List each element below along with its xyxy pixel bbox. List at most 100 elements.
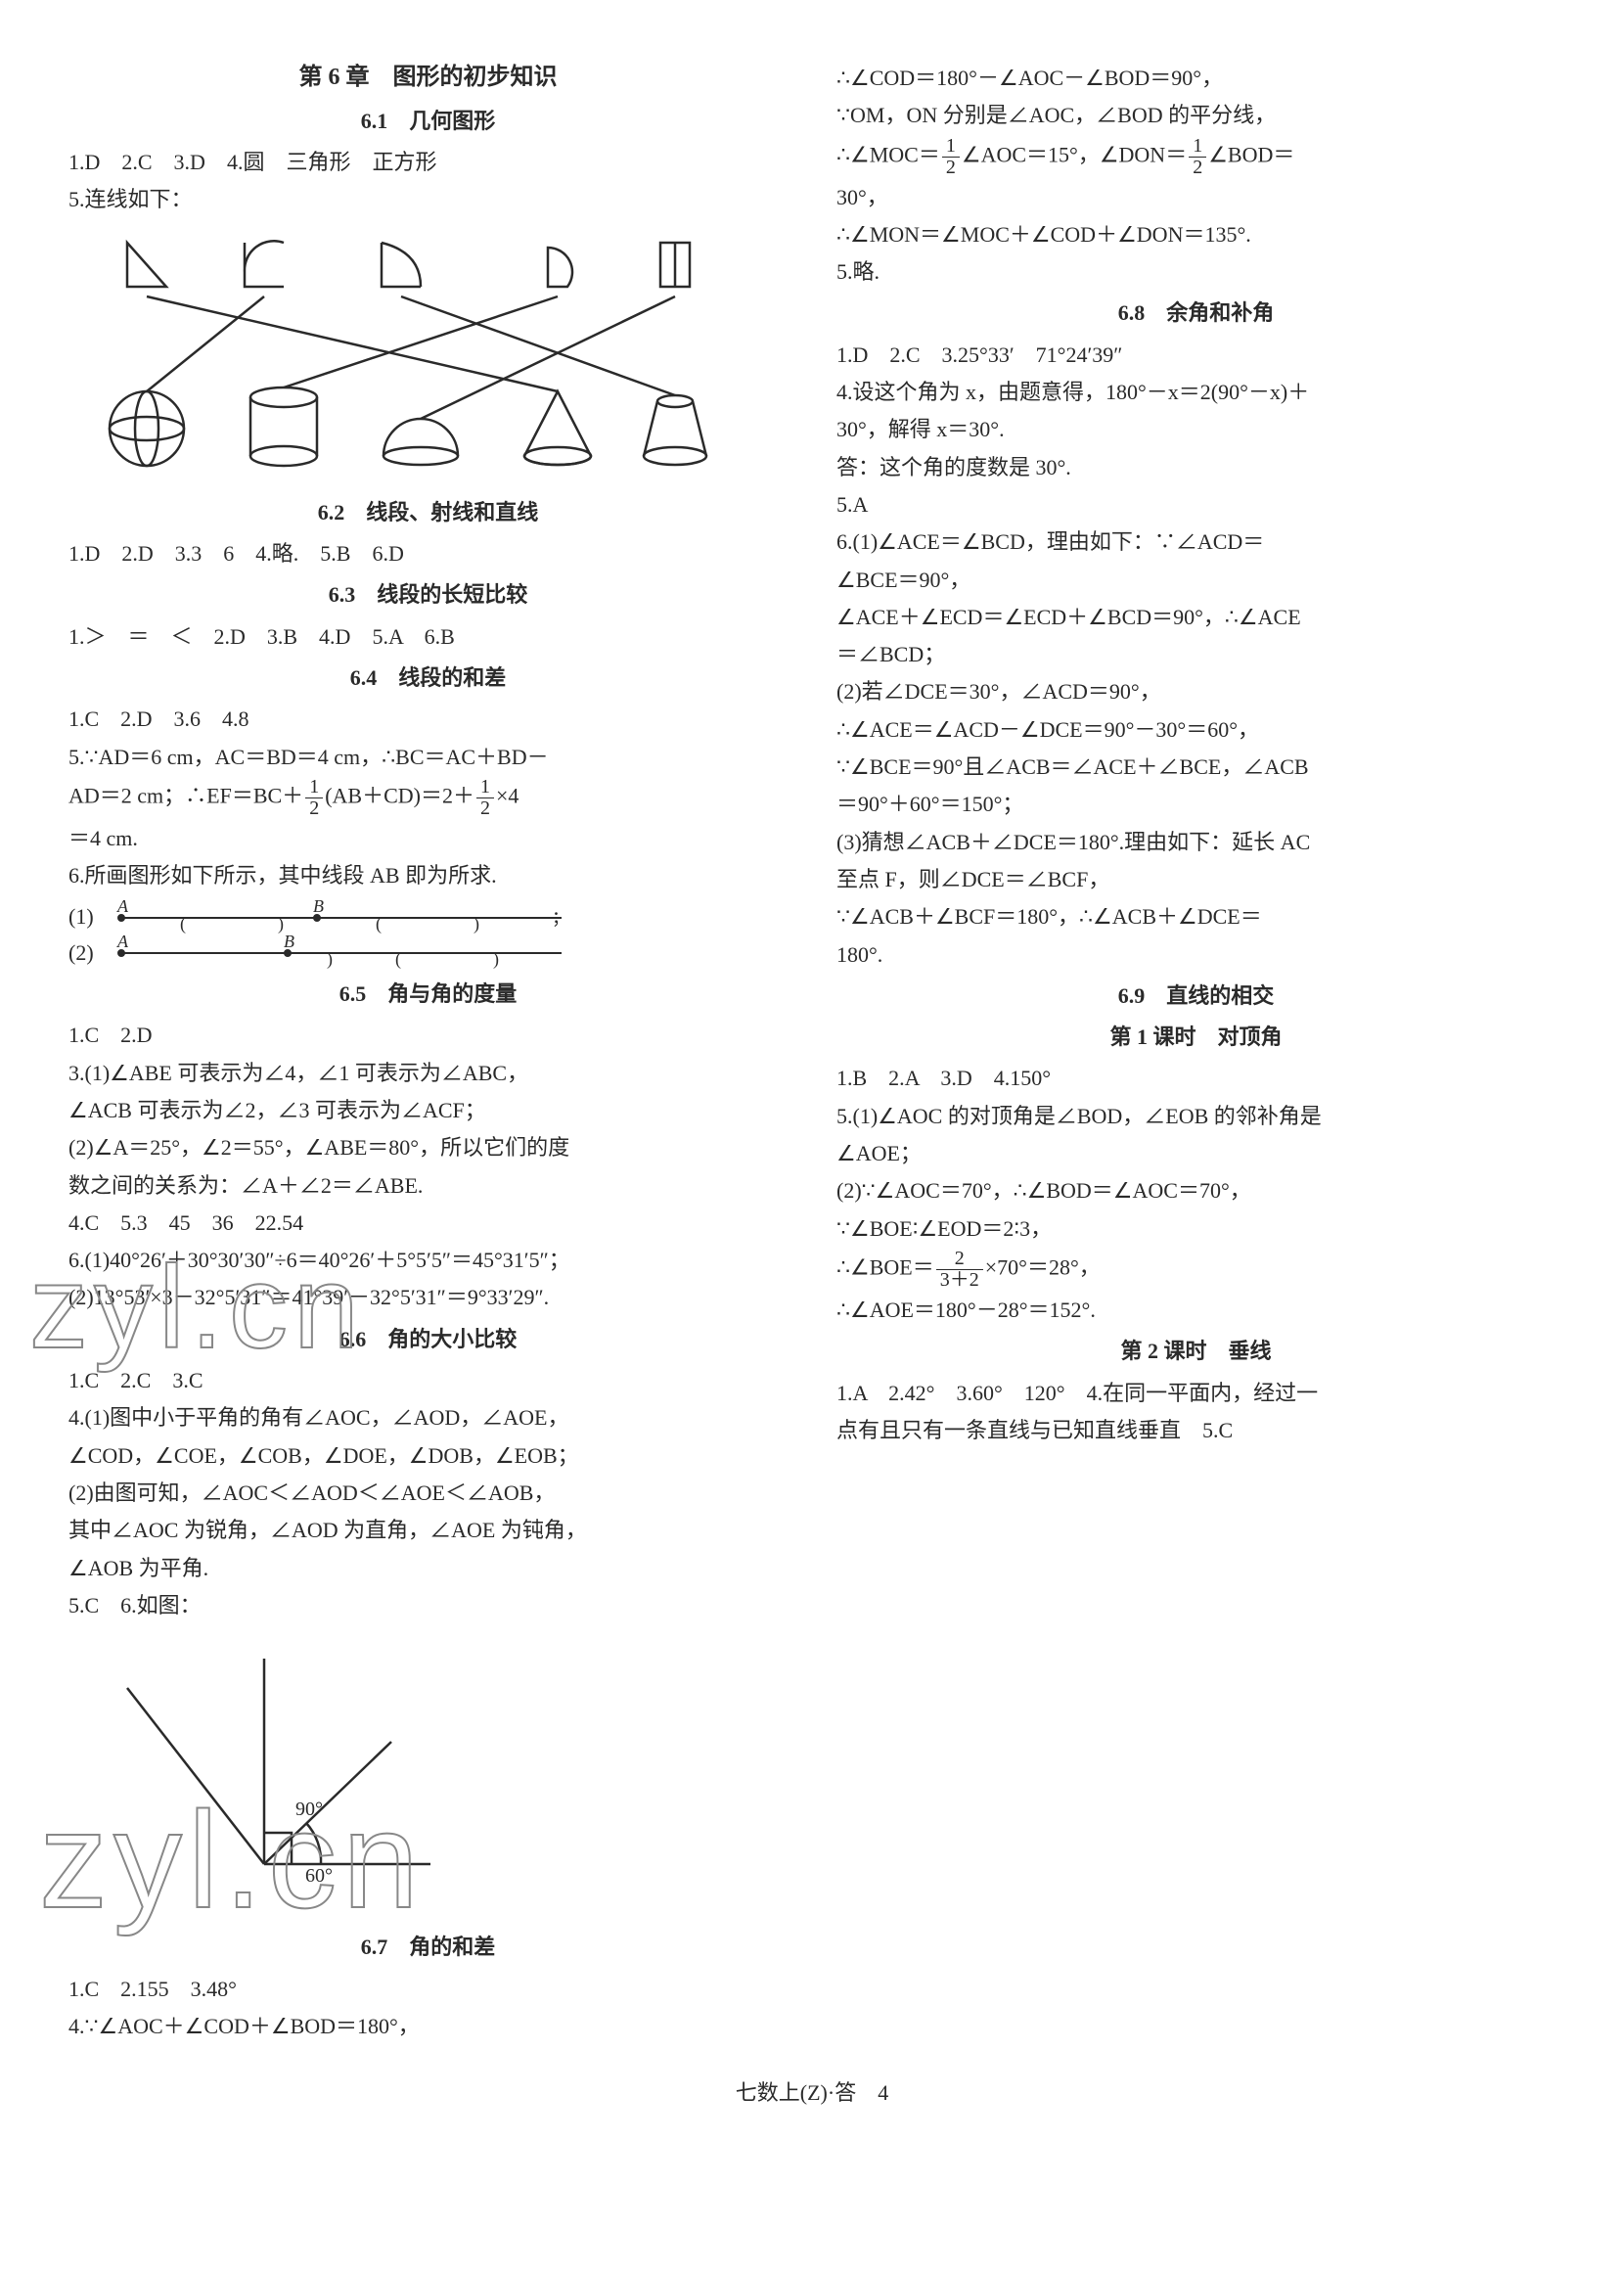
s69-l5: ∵∠BOE∶∠EOD＝2∶3， xyxy=(836,1211,1556,1247)
section-6-9-sub2: 第 2 课时 垂线 xyxy=(836,1334,1556,1369)
right-column: ∴∠COD＝180°－∠AOC－∠BOD＝90°， ∵OM，ON 分别是∠AOC… xyxy=(836,59,1556,2046)
s69-l1: 1.B 2.A 3.D 4.150° xyxy=(836,1061,1556,1096)
section-6-5-title: 6.5 角与角的度量 xyxy=(68,977,788,1012)
s65-l3: ∠ACB 可表示为∠2，∠3 可表示为∠ACF； xyxy=(68,1093,788,1128)
svg-text:B: B xyxy=(284,935,294,951)
s65-l2: 3.(1)∠ABE 可表示为∠4，∠1 可表示为∠ABC， xyxy=(68,1056,788,1091)
angle-figure: 90° 60° zyl.cn xyxy=(68,1629,788,1924)
r-l3: ∴∠MOC＝12∠AOC＝15°，∠DON＝12∠BOD＝ xyxy=(836,136,1556,178)
seg2-svg: A B ) ( ) xyxy=(102,935,610,971)
s65-l6: 4.C 5.3 45 36 22.54 xyxy=(68,1206,788,1241)
r-l1: ∴∠COD＝180°－∠AOC－∠BOD＝90°， xyxy=(836,61,1556,96)
frac-1-2-a: 12 xyxy=(305,777,323,819)
s67-l2: 4.∵∠AOC＋∠COD＋∠BOD＝180°， xyxy=(68,2009,788,2044)
s68-l15: 至点 F，则∠DCE＝∠BCF， xyxy=(836,862,1556,897)
svg-text:): ) xyxy=(327,949,333,970)
s69-l4: (2)∵∠AOC＝70°，∴∠BOD＝∠AOC＝70°， xyxy=(836,1173,1556,1208)
s64-l2b-mid: (AB＋CD)＝2＋ xyxy=(325,783,474,807)
s69-l2: 5.(1)∠AOC 的对顶角是∠BOD，∠EOB 的邻补角是 xyxy=(836,1099,1556,1134)
fig2-label: (2) xyxy=(68,935,94,971)
svg-text:): ) xyxy=(474,914,479,934)
s64-line1: 1.C 2.D 3.6 4.8 xyxy=(68,702,788,737)
s69-l6: ∴∠BOE＝23＋2×70°＝28°， xyxy=(836,1249,1556,1291)
s68-l11: ∴∠ACE＝∠ACD－∠DCE＝90°－30°＝60°， xyxy=(836,712,1556,748)
s68-l12: ∵∠BCE＝90°且∠ACB＝∠ACE＋∠BCE，∠ACB xyxy=(836,750,1556,785)
section-6-7-title: 6.7 角的和差 xyxy=(68,1930,788,1965)
svg-text:A: A xyxy=(116,935,129,951)
s68-l4: 答：这个角的度数是 30°. xyxy=(836,450,1556,485)
svg-text:(: ( xyxy=(376,914,382,934)
s62-line1: 1.D 2.D 3.3 6 4.略. 5.B 6.D xyxy=(68,536,788,571)
section-6-6-title: 6.6 角的大小比较 xyxy=(68,1322,788,1357)
s69-l8: 1.A 2.42° 3.60° 120° 4.在同一平面内，经过一 xyxy=(836,1376,1556,1411)
s68-l14: (3)猜想∠ACB＋∠DCE＝180°.理由如下：延长 AC xyxy=(836,825,1556,860)
s64-line2a: 5.∵AD＝6 cm，AC＝BD＝4 cm，∴BC＝AC＋BD－ xyxy=(68,740,788,775)
s65-l8: (2)13°53′×3－32°5′31″＝41°39′－32°5′31″＝9°3… xyxy=(68,1280,788,1315)
s64-l2b-post: ×4 xyxy=(496,783,519,807)
svg-text:(: ( xyxy=(395,949,401,970)
s67-l1: 1.C 2.155 3.48° xyxy=(68,1972,788,2007)
section-6-9-title: 6.9 直线的相交 xyxy=(836,979,1556,1014)
s66-l6: ∠AOB 为平角. xyxy=(68,1551,788,1586)
s69-l9: 点有且只有一条直线与已知直线垂直 5.C xyxy=(836,1413,1556,1448)
s61-line1: 1.D 2.C 3.D 4.圆 三角形 正方形 xyxy=(68,145,788,180)
section-6-9-sub1: 第 1 课时 对顶角 xyxy=(836,1020,1556,1055)
s68-l13: ＝90°＋60°＝150°； xyxy=(836,787,1556,822)
r-l5: ∴∠MON＝∠MOC＋∠COD＋∠DON＝135°. xyxy=(836,217,1556,252)
lbl-60: 60° xyxy=(305,1865,333,1887)
s61-line2: 5.连线如下： xyxy=(68,182,788,217)
frac-1-2-d: 12 xyxy=(1189,136,1206,178)
r-l3a: ∴∠MOC＝ xyxy=(836,142,940,166)
s66-l5: 其中∠AOC 为锐角，∠AOD 为直角，∠AOE 为钝角， xyxy=(68,1513,788,1548)
segment-figures: (1) A B ( ) ( ) ； (2) xyxy=(68,899,788,971)
s68-l6: 6.(1)∠ACE＝∠BCD，理由如下：∵∠ACD＝ xyxy=(836,524,1556,560)
s69-l6a: ∴∠BOE＝ xyxy=(836,1254,934,1279)
s68-l2: 4.设这个角为 x，由题意得，180°－x＝2(90°－x)＋ xyxy=(836,375,1556,410)
r-l6: 5.略. xyxy=(836,254,1556,290)
s68-l17: 180°. xyxy=(836,937,1556,973)
section-6-2-title: 6.2 线段、射线和直线 xyxy=(68,495,788,530)
s66-l3: ∠COD，∠COE，∠COB，∠DOE，∠DOB，∠EOB； xyxy=(68,1438,788,1474)
left-column: 第 6 章 图形的初步知识 6.1 几何图形 1.D 2.C 3.D 4.圆 三… xyxy=(68,59,788,2046)
s68-l5: 5.A xyxy=(836,487,1556,523)
page: 第 6 章 图形的初步知识 6.1 几何图形 1.D 2.C 3.D 4.圆 三… xyxy=(68,59,1556,2046)
svg-text:(: ( xyxy=(180,914,186,934)
section-6-8-title: 6.8 余角和补角 xyxy=(836,296,1556,331)
r-l4: 30°， xyxy=(836,180,1556,215)
section-6-1-title: 6.1 几何图形 xyxy=(68,104,788,139)
s66-l1: 1.C 2.C 3.C xyxy=(68,1363,788,1398)
s63-line1: 1.＞ ＝ ＜ 2.D 3.B 4.D 5.A 6.B xyxy=(68,619,788,655)
seg-fig2-row: (2) A B ) ( ) xyxy=(68,935,788,971)
svg-text:): ) xyxy=(493,949,499,970)
s65-l4: (2)∠A＝25°，∠2＝55°，∠ABE＝80°，所以它们的度 xyxy=(68,1130,788,1165)
r-l3c: ∠BOD＝ xyxy=(1208,142,1294,166)
matching-diagram xyxy=(68,223,788,488)
page-footer: 七数上(Z)·答 4 xyxy=(68,2075,1556,2111)
svg-text:): ) xyxy=(278,914,284,934)
s68-l10: (2)若∠DCE＝30°，∠ACD＝90°， xyxy=(836,674,1556,709)
s65-l1: 1.C 2.D xyxy=(68,1018,788,1053)
s68-l7: ∠BCE＝90°， xyxy=(836,563,1556,598)
svg-text:B: B xyxy=(313,900,324,916)
matching-svg xyxy=(68,223,734,478)
s68-l3: 30°，解得 x＝30°. xyxy=(836,412,1556,447)
frac-2-5: 23＋2 xyxy=(936,1249,983,1291)
s65-l7: 6.(1)40°26′＋30°30′30″÷6＝40°26′＋5°5′5″＝45… xyxy=(68,1243,788,1278)
s64-l2b-pre: AD＝2 cm；∴EF＝BC＋ xyxy=(68,783,303,807)
s66-l2: 4.(1)图中小于平角的角有∠AOC，∠AOD，∠AOE， xyxy=(68,1400,788,1435)
s69-l7: ∴∠AOE＝180°－28°＝152°. xyxy=(836,1293,1556,1328)
fig1-label: (1) xyxy=(68,899,94,934)
s68-l1: 1.D 2.C 3.25°33′ 71°24′39″ xyxy=(836,338,1556,373)
frac-1-2-c: 12 xyxy=(942,136,960,178)
s68-l16: ∵∠ACB＋∠BCF＝180°，∴∠ACB＋∠DCE＝ xyxy=(836,899,1556,934)
svg-text:A: A xyxy=(116,900,129,916)
s64-line3: 6.所画图形如下所示，其中线段 AB 即为所求. xyxy=(68,858,788,893)
s69-l6b: ×70°＝28°， xyxy=(985,1254,1101,1279)
section-6-4-title: 6.4 线段的和差 xyxy=(68,661,788,696)
svg-text:；: ； xyxy=(552,908,569,928)
r-l3b: ∠AOC＝15°，∠DON＝ xyxy=(962,142,1187,166)
lbl-90: 90° xyxy=(295,1799,323,1820)
s64-line2b: AD＝2 cm；∴EF＝BC＋12(AB＋CD)＝2＋12×4 xyxy=(68,777,788,819)
s68-l8: ∠ACE＋∠ECD＝∠ECD＋∠BCD＝90°，∴∠ACE xyxy=(836,600,1556,635)
angle-svg: 90° 60° xyxy=(68,1629,460,1913)
